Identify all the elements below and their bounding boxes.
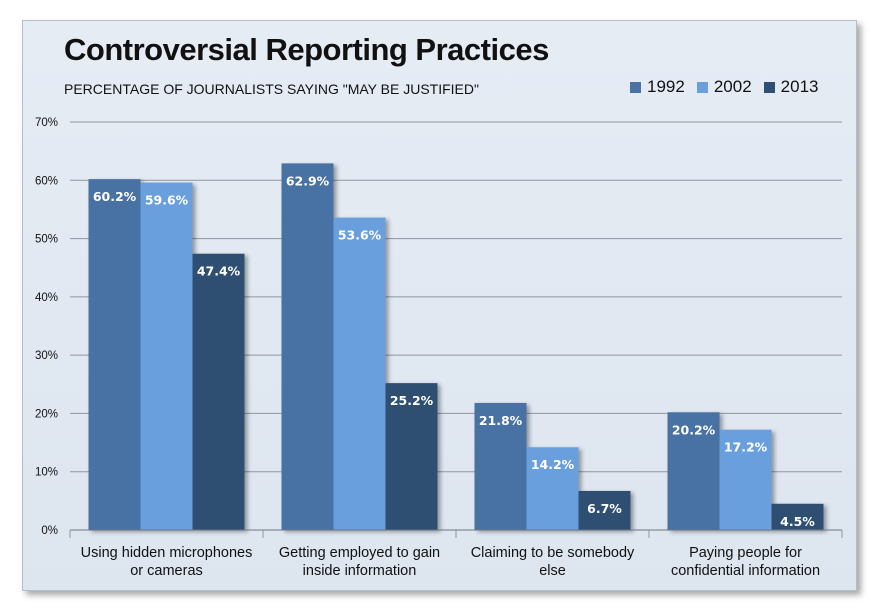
data-label-2002-cat4: 17.2%: [724, 440, 768, 455]
legend-swatch-2002: [696, 81, 708, 93]
data-label-1992-cat2: 62.9%: [286, 173, 330, 188]
chart-legend: 1992 2002 2013: [630, 77, 830, 97]
x-tick-label-line: else: [539, 563, 566, 579]
legend-item-2013: 2013: [763, 77, 819, 97]
bar-2002-cat4: [719, 429, 772, 530]
data-label-2013-cat2: 25.2%: [390, 393, 434, 408]
data-label-1992-cat3: 21.8%: [479, 413, 523, 428]
bar-2013-cat4: [771, 503, 824, 530]
y-tick-label: 30%: [35, 350, 58, 362]
data-label-2013-cat1: 47.4%: [197, 264, 241, 279]
x-tick-label-line: Using hidden microphones: [81, 545, 253, 561]
legend-label-1992: 1992: [647, 77, 685, 96]
data-label-2013-cat3: 6.7%: [587, 501, 622, 516]
bar-1992-cat4: [667, 412, 720, 530]
x-tick-label-cat2: Getting employed to gain inside informati…: [279, 545, 440, 579]
bar-2013-cat2: [385, 383, 438, 530]
bar-2002-cat1: [140, 182, 193, 531]
y-tick-label: 70%: [35, 117, 58, 129]
y-tick-label: 50%: [35, 234, 58, 246]
legend-item-1992: 1992: [630, 77, 685, 97]
bar-2013-cat3: [578, 490, 631, 530]
chart-subtitle: PERCENTAGE OF JOURNALISTS SAYING "MAY BE…: [64, 81, 479, 97]
bar-1992-cat2: [281, 163, 334, 530]
legend-swatch-2013: [763, 81, 775, 93]
bar-2002-cat2: [333, 217, 386, 531]
x-tick-label-line: Claiming to be somebody: [471, 545, 635, 561]
x-tick-label-line: confidential information: [671, 563, 820, 579]
x-tick-label-line: inside information: [303, 563, 417, 579]
legend-label-2013: 2013: [780, 77, 819, 96]
data-label-2002-cat2: 53.6%: [338, 228, 382, 243]
data-label-2002-cat3: 14.2%: [531, 457, 575, 472]
legend-swatch-1992: [630, 81, 641, 93]
bar-1992-cat3: [474, 402, 527, 530]
y-tick-label: 20%: [35, 408, 58, 420]
x-tick-label-cat3: Claiming to be somebody else: [471, 545, 635, 579]
legend-item-2002: 2002: [696, 77, 752, 97]
y-tick-label: 0%: [41, 525, 58, 537]
data-label-1992-cat4: 20.2%: [672, 422, 716, 437]
data-label-2013-cat4: 4.5%: [780, 514, 815, 529]
x-tick-label-line: Getting employed to gain: [279, 545, 440, 561]
y-tick-label: 10%: [35, 467, 58, 479]
bar-2002-cat3: [526, 447, 579, 530]
x-tick-label-cat4: Paying people for confidential informatio…: [671, 545, 820, 579]
y-tick-label: 60%: [35, 175, 58, 187]
bar-1992-cat1: [88, 179, 141, 530]
x-tick-label-line: Paying people for: [689, 545, 802, 561]
chart-title: Controversial Reporting Practices: [64, 32, 549, 67]
x-tick-label-cat1: Using hidden microphones or cameras: [81, 545, 253, 579]
data-label-2002-cat1: 59.6%: [145, 193, 189, 208]
bar-2013-cat1: [192, 253, 245, 530]
data-label-1992-cat1: 60.2%: [93, 189, 137, 204]
legend-label-2002: 2002: [713, 77, 752, 96]
y-tick-label: 40%: [35, 292, 58, 304]
x-tick-label-line: or cameras: [130, 563, 203, 579]
